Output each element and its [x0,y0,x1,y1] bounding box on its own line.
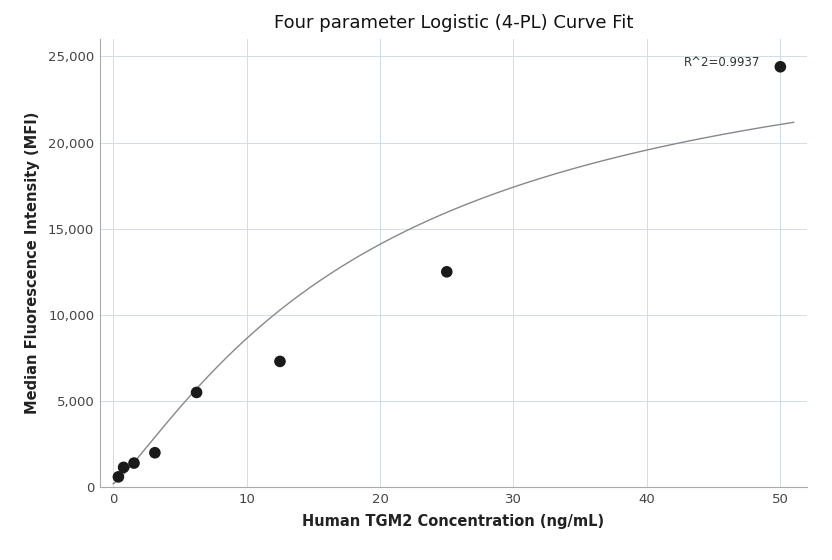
Point [774,62,787,71]
Point [440,267,453,276]
Point [274,357,287,366]
Text: R^2=0.9937: R^2=0.9937 [684,57,760,69]
Y-axis label: Median Fluorescence Intensity (MFI): Median Fluorescence Intensity (MFI) [25,112,40,414]
Point [190,388,203,397]
Point [111,473,125,482]
Point [127,459,141,468]
X-axis label: Human TGM2 Concentration (ng/mL): Human TGM2 Concentration (ng/mL) [302,514,605,529]
Title: Four parameter Logistic (4-PL) Curve Fit: Four parameter Logistic (4-PL) Curve Fit [274,14,633,32]
Point [117,463,131,472]
Point [148,448,161,457]
